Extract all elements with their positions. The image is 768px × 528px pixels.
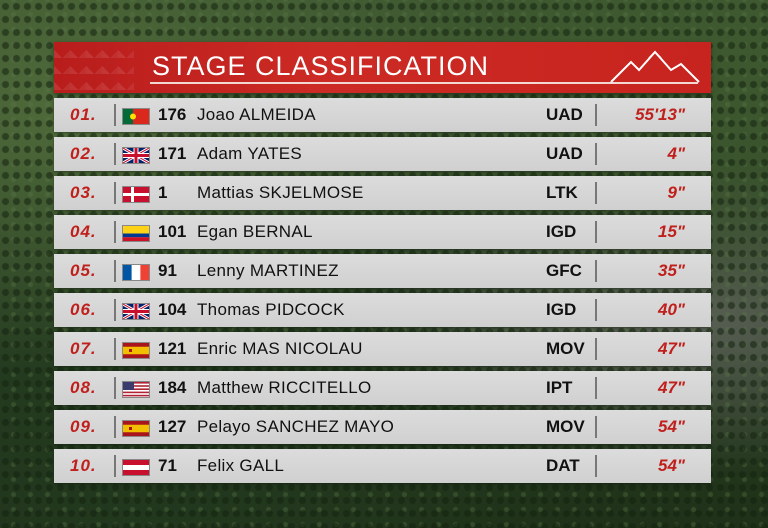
time-gap: 15" [658, 222, 685, 241]
rider-name: Egan BERNAL [197, 222, 313, 241]
rider-number: 121 [158, 339, 187, 358]
rider-number: 176 [158, 105, 187, 124]
rider-name: Pelayo SANCHEZ MAYO [197, 417, 395, 436]
divider [114, 260, 116, 282]
divider [114, 416, 116, 438]
time-gap: 4" [667, 144, 685, 163]
divider [114, 299, 116, 321]
time-gap: 9" [667, 183, 685, 202]
team-code: MOV [546, 417, 585, 436]
divider [114, 377, 116, 399]
divider [114, 182, 116, 204]
mountain-icon [610, 50, 700, 83]
time-gap: 35" [658, 261, 685, 280]
rider-number: 1 [158, 183, 168, 202]
rider-name: Enric MAS NICOLAU [197, 339, 363, 358]
uk-flag-icon [122, 147, 150, 164]
stage-classification-board: STAGE CLASSIFICATION 01. 176 Joao ALMEID… [54, 42, 711, 488]
rider-number: 91 [158, 261, 177, 280]
rider-number: 171 [158, 144, 187, 163]
time-gap: 54" [658, 456, 685, 475]
divider [595, 182, 597, 204]
team-code: IGD [546, 222, 577, 241]
team-code: IPT [546, 378, 573, 397]
team-code: MOV [546, 339, 585, 358]
table-row: 06. 104 Thomas PIDCOCK IGD 40" [54, 293, 711, 327]
team-code: LTK [546, 183, 578, 202]
divider [595, 221, 597, 243]
position: 01. [70, 105, 97, 124]
table-row: 03. 1 Mattias SKJELMOSE LTK 9" [54, 176, 711, 210]
rider-name: Joao ALMEIDA [197, 105, 316, 124]
divider [595, 104, 597, 126]
denmark-flag-icon [122, 186, 150, 203]
divider [114, 143, 116, 165]
divider [595, 299, 597, 321]
rider-number: 101 [158, 222, 187, 241]
table-row: 04. 101 Egan BERNAL IGD 15" [54, 215, 711, 249]
table-row: 08. 184 Matthew RICCITELLO IPT 47" [54, 371, 711, 405]
team-code: UAD [546, 105, 583, 124]
rider-number: 184 [158, 378, 187, 397]
divider [595, 377, 597, 399]
header-pattern [54, 42, 134, 93]
position: 06. [70, 300, 97, 319]
france-flag-icon [122, 264, 150, 281]
rider-number: 104 [158, 300, 187, 319]
divider [114, 104, 116, 126]
divider [595, 416, 597, 438]
table-row: 09. 127 Pelayo SANCHEZ MAYO MOV 54" [54, 410, 711, 444]
header-divider [150, 82, 698, 84]
divider [114, 221, 116, 243]
position: 10. [70, 456, 97, 475]
portugal-flag-icon [122, 108, 150, 125]
position: 09. [70, 417, 97, 436]
header-bar: STAGE CLASSIFICATION [54, 42, 711, 93]
usa-flag-icon [122, 381, 150, 398]
position: 05. [70, 261, 97, 280]
divider [595, 260, 597, 282]
position: 08. [70, 378, 97, 397]
time-gap: 40" [658, 300, 685, 319]
rider-number: 127 [158, 417, 187, 436]
time-gap: 55'13" [635, 105, 685, 124]
position: 07. [70, 339, 97, 358]
time-gap: 47" [658, 339, 685, 358]
uk-flag-icon [122, 303, 150, 320]
rider-name: Adam YATES [197, 144, 303, 163]
spain-flag-icon [122, 342, 150, 359]
table-row: 05. 91 Lenny MARTINEZ GFC 35" [54, 254, 711, 288]
divider [595, 338, 597, 360]
table-row: 10. 71 Felix GALL DAT 54" [54, 449, 711, 483]
position: 03. [70, 183, 97, 202]
spain-flag-icon [122, 420, 150, 437]
position: 04. [70, 222, 97, 241]
rider-number: 71 [158, 456, 177, 475]
page-title: STAGE CLASSIFICATION [152, 51, 490, 81]
time-gap: 54" [658, 417, 685, 436]
divider [114, 338, 116, 360]
position: 02. [70, 144, 97, 163]
team-code: UAD [546, 144, 583, 163]
divider [595, 143, 597, 165]
rider-name: Lenny MARTINEZ [197, 261, 339, 280]
rider-name: Thomas PIDCOCK [197, 300, 345, 319]
table-row: 07. 121 Enric MAS NICOLAU MOV 47" [54, 332, 711, 366]
divider [114, 455, 116, 477]
table-row: 02. 171 Adam YATES UAD 4" [54, 137, 711, 171]
colombia-flag-icon [122, 225, 150, 242]
divider [595, 455, 597, 477]
table-row: 01. 176 Joao ALMEIDA UAD 55'13" [54, 98, 711, 132]
team-code: DAT [546, 456, 580, 475]
austria-flag-icon [122, 459, 150, 476]
rider-name: Felix GALL [197, 456, 285, 475]
team-code: IGD [546, 300, 577, 319]
team-code: GFC [546, 261, 582, 280]
time-gap: 47" [658, 378, 685, 397]
rider-name: Matthew RICCITELLO [197, 378, 372, 397]
classification-list: 01. 176 Joao ALMEIDA UAD 55'13" 02. 171 … [54, 98, 711, 488]
rider-name: Mattias SKJELMOSE [197, 183, 364, 202]
